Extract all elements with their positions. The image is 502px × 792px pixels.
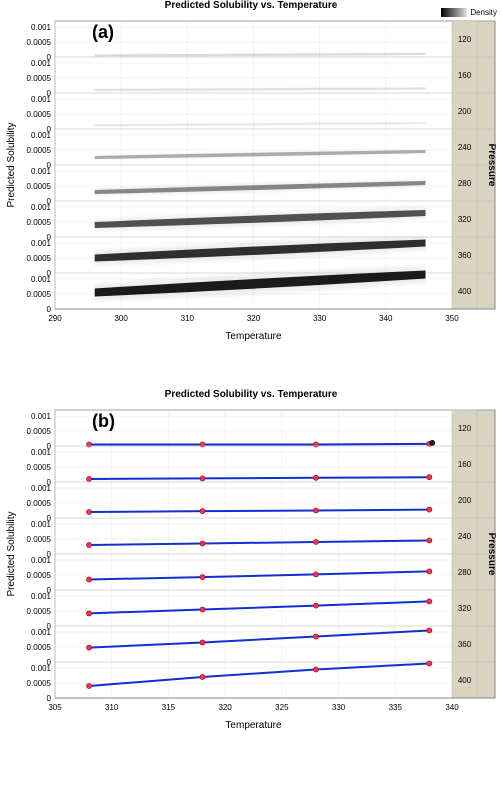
- svg-text:0.001: 0.001: [31, 556, 52, 565]
- svg-text:0.001: 0.001: [31, 520, 52, 529]
- svg-text:Temperature: Temperature: [225, 331, 282, 342]
- svg-text:0.0005: 0.0005: [27, 499, 52, 508]
- svg-text:0: 0: [47, 694, 52, 703]
- svg-text:0.001: 0.001: [31, 239, 52, 248]
- svg-text:160: 160: [458, 460, 472, 469]
- svg-text:330: 330: [313, 314, 327, 323]
- density-legend-label: Density: [470, 8, 497, 17]
- chart-a-svg: Predicted SolubilityPressure12000.00050.…: [0, 11, 502, 349]
- svg-text:0.0005: 0.0005: [27, 146, 52, 155]
- svg-text:320: 320: [247, 314, 261, 323]
- svg-text:300: 300: [114, 314, 128, 323]
- svg-text:120: 120: [458, 424, 472, 433]
- svg-text:0.0005: 0.0005: [27, 535, 52, 544]
- svg-text:0.001: 0.001: [31, 203, 52, 212]
- svg-text:0.001: 0.001: [31, 95, 52, 104]
- chart-a-legend: Density: [441, 8, 497, 17]
- svg-text:0.0005: 0.0005: [27, 679, 52, 688]
- svg-text:320: 320: [218, 703, 232, 712]
- svg-text:0.0005: 0.0005: [27, 38, 52, 47]
- svg-text:280: 280: [458, 179, 472, 188]
- svg-text:0.001: 0.001: [31, 484, 52, 493]
- svg-text:240: 240: [458, 143, 472, 152]
- svg-text:Predicted Solubility: Predicted Solubility: [6, 122, 17, 207]
- svg-text:160: 160: [458, 71, 472, 80]
- svg-text:120: 120: [458, 35, 472, 44]
- chart-a-panel-label: (a): [92, 22, 114, 43]
- svg-text:0.001: 0.001: [31, 448, 52, 457]
- svg-text:0.001: 0.001: [31, 275, 52, 284]
- chart-b-title: Predicted Solubility vs. Temperature: [0, 389, 502, 400]
- svg-text:0.001: 0.001: [31, 412, 52, 421]
- svg-text:340: 340: [445, 703, 459, 712]
- svg-text:0.001: 0.001: [31, 59, 52, 68]
- svg-text:320: 320: [458, 604, 472, 613]
- svg-text:360: 360: [458, 251, 472, 260]
- svg-text:350: 350: [445, 314, 459, 323]
- svg-text:0.0005: 0.0005: [27, 110, 52, 119]
- svg-text:240: 240: [458, 532, 472, 541]
- svg-text:0.0005: 0.0005: [27, 643, 52, 652]
- svg-text:0.0005: 0.0005: [27, 463, 52, 472]
- svg-text:0.001: 0.001: [31, 628, 52, 637]
- svg-text:340: 340: [379, 314, 393, 323]
- svg-text:0.0005: 0.0005: [27, 254, 52, 263]
- chart-b-svg: Predicted SolubilityPressure12000.00050.…: [0, 400, 502, 738]
- svg-text:Predicted Solubility: Predicted Solubility: [6, 511, 17, 596]
- svg-text:0.0005: 0.0005: [27, 571, 52, 580]
- density-legend-gradient: [441, 8, 467, 17]
- svg-text:280: 280: [458, 568, 472, 577]
- svg-text:315: 315: [162, 703, 176, 712]
- svg-text:0.001: 0.001: [31, 23, 52, 32]
- svg-text:310: 310: [105, 703, 119, 712]
- chart-b-panel-label: (b): [92, 411, 115, 432]
- chart-a-container: Predicted Solubility vs. Temperature (a)…: [0, 0, 502, 349]
- svg-text:0: 0: [47, 305, 52, 314]
- svg-text:Temperature: Temperature: [225, 720, 282, 731]
- svg-text:0.0005: 0.0005: [27, 74, 52, 83]
- svg-text:400: 400: [458, 676, 472, 685]
- svg-text:360: 360: [458, 640, 472, 649]
- svg-text:325: 325: [275, 703, 289, 712]
- svg-text:0.001: 0.001: [31, 131, 52, 140]
- svg-text:305: 305: [48, 703, 62, 712]
- svg-text:0.001: 0.001: [31, 664, 52, 673]
- svg-text:320: 320: [458, 215, 472, 224]
- svg-text:0.0005: 0.0005: [27, 290, 52, 299]
- svg-text:0.0005: 0.0005: [27, 427, 52, 436]
- svg-text:335: 335: [389, 703, 403, 712]
- chart-a-title: Predicted Solubility vs. Temperature: [0, 0, 502, 11]
- chart-b-container: Predicted Solubility vs. Temperature (b)…: [0, 389, 502, 738]
- svg-text:200: 200: [458, 496, 472, 505]
- svg-text:0.001: 0.001: [31, 167, 52, 176]
- svg-text:310: 310: [181, 314, 195, 323]
- svg-text:330: 330: [332, 703, 346, 712]
- svg-text:0.0005: 0.0005: [27, 182, 52, 191]
- svg-text:290: 290: [48, 314, 62, 323]
- svg-text:0.0005: 0.0005: [27, 218, 52, 227]
- svg-text:200: 200: [458, 107, 472, 116]
- svg-text:0.0005: 0.0005: [27, 607, 52, 616]
- svg-text:0.001: 0.001: [31, 592, 52, 601]
- svg-text:400: 400: [458, 287, 472, 296]
